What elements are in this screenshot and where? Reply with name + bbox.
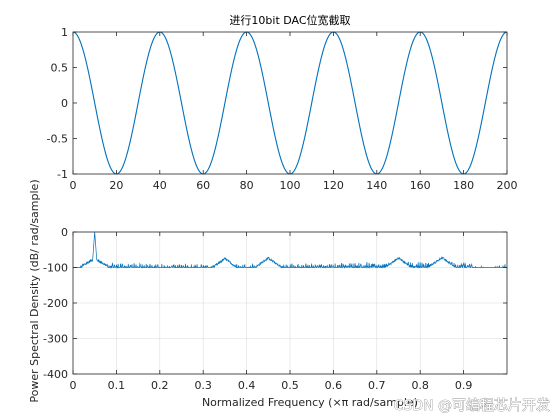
y-tick-label: 0 (61, 97, 68, 110)
x-tick-label: 0.7 (368, 379, 386, 392)
x-tick-label: 0 (70, 179, 77, 192)
x-tick-label: 0.4 (238, 379, 256, 392)
bottom-series-line (73, 231, 508, 269)
x-tick-label: 80 (240, 179, 254, 192)
y-tick-label: -200 (43, 297, 68, 310)
y-tick-label: 0 (61, 226, 68, 239)
top-axes: 0 20 40 60 80 100 120 140 160 180 200 10.50-0.5-1 … (47, 13, 518, 192)
x-tick-label: 0.9 (455, 379, 473, 392)
x-tick-label: 140 (366, 179, 387, 192)
top-y-tick-labels: 1 0.5 0 -0.5 -1 (47, 26, 68, 181)
top-x-tick-labels: 0 20 40 60 80 100 120 140 160 180 200 (70, 179, 518, 192)
x-tick-label: 100 (280, 179, 301, 192)
x-tick-label: 160 (410, 179, 431, 192)
y-tick-label: -100 (43, 262, 68, 275)
y-tick-label: 1 (61, 26, 68, 39)
top-axes-background (73, 32, 507, 174)
x-tick-label: 0.6 (325, 379, 343, 392)
x-tick-label: 0.2 (151, 379, 169, 392)
bottom-y-tick-labels: 0 -100 -200 -300 -400 (43, 226, 68, 381)
x-tick-label: 120 (323, 179, 344, 192)
x-tick-label: 20 (109, 179, 123, 192)
x-tick-label: 60 (196, 179, 210, 192)
bottom-axes: 0 0.1 0.2 0.3 0.4 0.5 0.6 0.7 0.8 0.9 0 -100 -200 -3… (28, 179, 508, 409)
y-tick-label: -0.5 (47, 133, 68, 146)
top-chart-title: 进行10bit DAC位宽截取 (229, 13, 350, 27)
y-tick-label: 0.5 (51, 62, 69, 75)
bottom-y-axis-label: Power Spectral Density (dB/ rad/sample) (28, 179, 41, 402)
y-tick-label: -400 (43, 368, 68, 381)
x-tick-label: 0.1 (108, 379, 126, 392)
bottom-x-tick-labels: 0 0.1 0.2 0.3 0.4 0.5 0.6 0.7 0.8 0.9 (70, 379, 473, 392)
x-tick-label: 200 (497, 179, 518, 192)
x-tick-label: 180 (453, 179, 474, 192)
bottom-tick-marks (72, 231, 507, 375)
x-tick-label: 40 (153, 179, 167, 192)
x-tick-label: 0.3 (194, 379, 212, 392)
x-tick-label: 0.8 (411, 379, 429, 392)
x-tick-label: 0 (70, 379, 77, 392)
top-tick-marks (72, 31, 508, 175)
bottom-x-axis-label: Normalized Frequency (×π rad/sample) (202, 396, 418, 409)
x-tick-label: 0.5 (281, 379, 299, 392)
y-tick-label: -300 (43, 333, 68, 346)
y-tick-label: -1 (57, 168, 68, 181)
watermark: CSDN @可编程芯片开发 (394, 398, 550, 414)
